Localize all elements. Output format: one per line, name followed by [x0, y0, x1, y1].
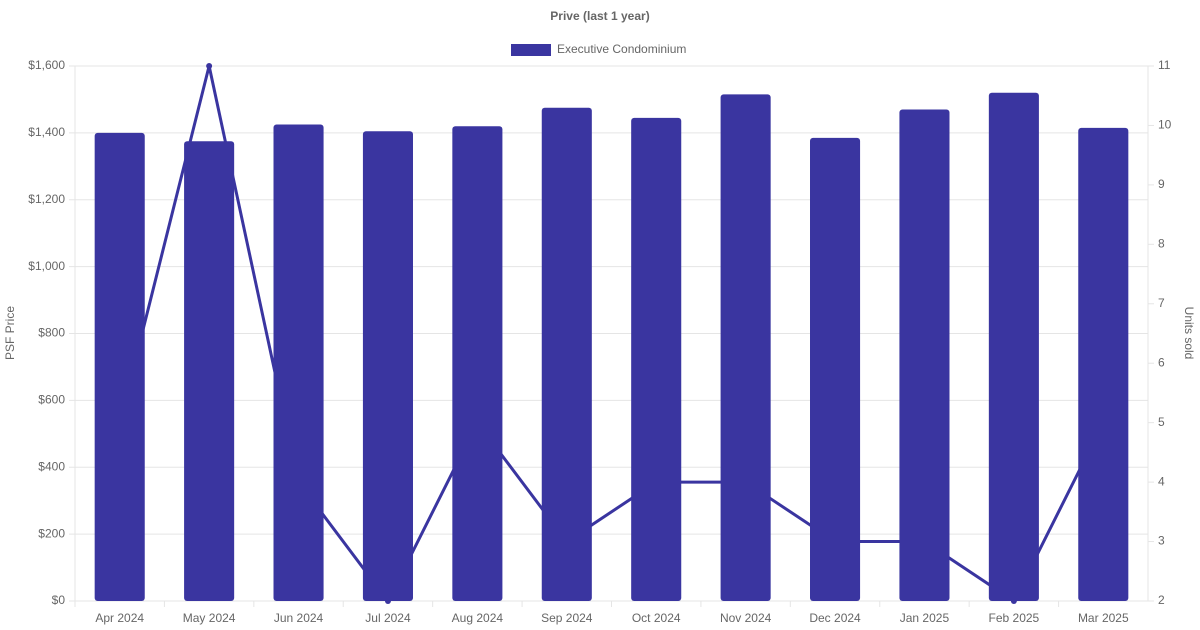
bar — [810, 137, 861, 601]
x-tick-label: Jun 2024 — [274, 611, 324, 625]
bar — [452, 126, 503, 601]
x-tick-label: May 2024 — [183, 611, 236, 625]
bar — [94, 132, 145, 601]
bar — [273, 124, 324, 601]
x-tick-label: Apr 2024 — [95, 611, 144, 625]
chart-title: Prive (last 1 year) — [550, 9, 649, 23]
bar — [362, 131, 413, 601]
y2-tick-label: 5 — [1158, 415, 1165, 429]
y2-tick-label: 7 — [1158, 296, 1165, 310]
bar — [899, 109, 950, 601]
y-tick-label: $1,000 — [28, 259, 65, 273]
y-tick-label: $1,400 — [28, 125, 65, 139]
legend-label: Executive Condominium — [557, 42, 686, 56]
y-tick-label: $1,600 — [28, 58, 65, 72]
x-tick-label: Jul 2024 — [365, 611, 411, 625]
bar — [720, 94, 771, 601]
bar — [184, 141, 235, 601]
y2-tick-label: 11 — [1158, 58, 1171, 72]
x-tick-label: Jan 2025 — [900, 611, 950, 625]
y2-tick-label: 3 — [1158, 534, 1165, 548]
y-tick-label: $0 — [52, 593, 66, 607]
y2-tick-label: 9 — [1158, 177, 1165, 191]
x-tick-label: Mar 2025 — [1078, 611, 1129, 625]
x-tick-label: Sep 2024 — [541, 611, 593, 625]
x-tick-label: Aug 2024 — [452, 611, 504, 625]
x-tick-label: Feb 2025 — [989, 611, 1040, 625]
y-tick-label: $200 — [38, 526, 65, 540]
y-tick-label: $1,200 — [28, 192, 65, 206]
y-axis-title: PSF Price — [3, 306, 17, 360]
y-tick-label: $600 — [38, 393, 65, 407]
y2-tick-label: 10 — [1158, 118, 1172, 132]
y2-tick-label: 6 — [1158, 355, 1165, 369]
bar — [631, 117, 682, 601]
y2-axis-title: Units sold — [1182, 307, 1196, 360]
bar — [541, 107, 592, 601]
x-tick-label: Nov 2024 — [720, 611, 772, 625]
y2-tick-label: 2 — [1158, 593, 1165, 607]
legend-swatch — [511, 44, 551, 56]
x-tick-label: Dec 2024 — [809, 611, 861, 625]
bar — [988, 92, 1039, 601]
y2-tick-label: 8 — [1158, 237, 1165, 251]
y2-tick-label: 4 — [1158, 474, 1165, 488]
y-tick-label: $400 — [38, 459, 65, 473]
x-tick-label: Oct 2024 — [632, 611, 681, 625]
y-tick-label: $800 — [38, 326, 65, 340]
line-point — [206, 63, 213, 69]
bar — [1078, 127, 1129, 601]
